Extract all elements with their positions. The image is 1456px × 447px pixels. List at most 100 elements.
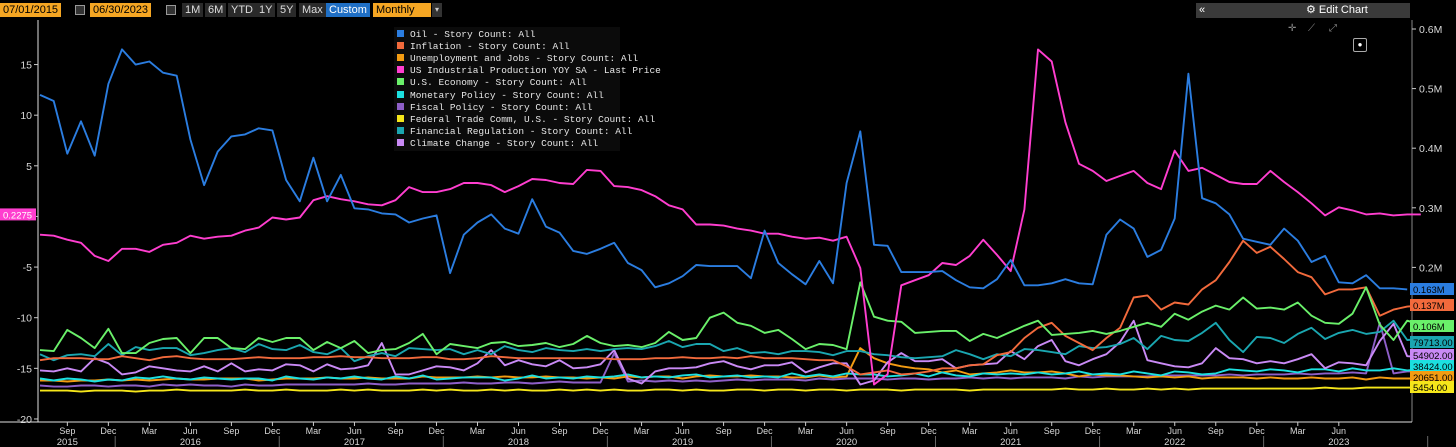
expand-icon[interactable]: ⤢ [1329, 23, 1337, 34]
month-tick-label: Dec [428, 426, 445, 436]
crosshair-icon[interactable]: ✛ [1288, 23, 1297, 34]
series-line-fiscal [39, 321, 1421, 388]
legend-item[interactable]: US Industrial Production YOY SA - Last P… [397, 65, 661, 77]
month-tick-label: Jun [1332, 426, 1347, 436]
left-tick-label: 15 [20, 60, 32, 72]
legend-label: Fiscal Policy - Story Count: All [410, 101, 593, 113]
legend-label: U.S. Economy - Story Count: All [410, 77, 587, 89]
chart-toolbar: 07/01/2015 06/30/2023 1M 6M YTD 1Y 5Y Ma… [0, 0, 1456, 19]
right-value-label: 79713.00 [1413, 338, 1453, 349]
series-line-inflation [39, 239, 1421, 376]
series-line-ip [39, 48, 1421, 386]
legend-label: Inflation - Story Count: All [410, 41, 570, 53]
chart-legend: Oil - Story Count: All Inflation - Story … [394, 27, 661, 151]
right-value-label: 0.137M [1413, 301, 1445, 312]
right-tick-label: 0.6M [1419, 24, 1442, 36]
legend-item[interactable]: Financial Regulation - Story Count: All [397, 126, 632, 138]
left-tick-label: -5 [23, 262, 32, 274]
right-value-label-bg [1410, 320, 1454, 332]
month-tick-label: Jun [1167, 426, 1182, 436]
month-tick-label: Dec [1085, 426, 1102, 436]
range-ytd-button[interactable]: YTD [228, 3, 256, 17]
edit-chart-label: Edit Chart [1318, 4, 1368, 16]
right-value-label: 0.106M [1413, 322, 1445, 333]
legend-swatch [397, 66, 404, 74]
legend-label: Unemployment and Jobs - Story Count: All [410, 53, 639, 65]
range-6m-button[interactable]: 6M [205, 3, 227, 17]
edit-chart-button[interactable]: ⚙ Edit Chart [1306, 4, 1368, 16]
series-line-climate [39, 319, 1421, 386]
series-line-finreg [39, 319, 1421, 363]
right-value-label: 38424.00 [1413, 362, 1453, 373]
right-value-label-bg [1410, 360, 1454, 372]
left-tick-label: 10 [20, 110, 32, 122]
end-date-field[interactable]: 06/30/2023 [90, 3, 152, 17]
month-tick-label: Jun [675, 426, 690, 436]
series-line-monetary [39, 367, 1421, 383]
month-tick-label: Mar [142, 426, 158, 436]
range-custom-button[interactable]: Custom [326, 3, 370, 17]
legend-label: Climate Change - Story Count: All [410, 137, 599, 149]
left-tick-label: -20 [17, 414, 32, 426]
legend-item[interactable]: U.S. Economy - Story Count: All [397, 77, 587, 89]
year-tick-label: 2021 [1000, 437, 1021, 447]
year-tick-label: 2023 [1328, 437, 1349, 447]
calendar-icon[interactable] [166, 5, 176, 15]
year-tick-label: 2018 [508, 437, 529, 447]
right-tick-label: 0.5M [1419, 84, 1442, 96]
range-1y-button[interactable]: 1Y [256, 3, 276, 17]
legend-item[interactable]: Climate Change - Story Count: All [397, 138, 598, 150]
month-tick-label: Jun [183, 426, 198, 436]
legend-item[interactable]: Federal Trade Comm, U.S. - Story Count: … [397, 114, 655, 126]
month-tick-label: Dec [1249, 426, 1266, 436]
right-tick-label: 0.3M [1419, 203, 1442, 215]
legend-label: Oil - Story Count: All [410, 29, 536, 40]
right-value-label-bg [1410, 381, 1454, 393]
legend-label: Monetary Policy - Story Count: All [410, 89, 604, 101]
series-line-economy [39, 281, 1422, 356]
legend-swatch [397, 138, 404, 146]
right-tick-label: 0.4M [1419, 143, 1442, 155]
month-tick-label: Sep [1044, 426, 1060, 436]
calendar-icon[interactable] [75, 5, 85, 15]
range-5y-button[interactable]: 5Y [277, 3, 297, 17]
month-tick-label: Sep [880, 426, 896, 436]
right-value-label-bg [1410, 299, 1454, 311]
legend-item[interactable]: Inflation - Story Count: All [397, 41, 570, 53]
year-tick-label: 2020 [836, 437, 857, 447]
legend-item[interactable]: Unemployment and Jobs - Story Count: All [397, 53, 638, 65]
month-tick-label: Sep [1208, 426, 1224, 436]
month-tick-label: Mar [634, 426, 650, 436]
series-line-oil [39, 48, 1408, 291]
year-tick-label: 2022 [1164, 437, 1185, 447]
month-tick-label: Sep [387, 426, 403, 436]
month-tick-label: Mar [1290, 426, 1306, 436]
month-tick-label: Dec [264, 426, 281, 436]
month-tick-label: Sep [552, 426, 568, 436]
left-tick-label: -15 [17, 363, 32, 375]
right-value-label: 5454.00 [1413, 383, 1447, 394]
right-value-label-bg [1410, 371, 1454, 383]
chevron-down-icon[interactable]: ▾ [432, 3, 442, 17]
month-tick-label: Sep [59, 426, 75, 436]
legend-label: Federal Trade Comm, U.S. - Story Count: … [410, 113, 656, 125]
range-1m-button[interactable]: 1M [182, 3, 204, 17]
month-tick-label: Mar [470, 426, 486, 436]
double-chevron-left-icon[interactable]: « [1199, 4, 1206, 16]
month-tick-label: Mar [306, 426, 322, 436]
legend-label: Financial Regulation - Story Count: All [410, 125, 633, 137]
month-tick-label: Mar [1126, 426, 1142, 436]
right-value-label: 0.163M [1413, 285, 1445, 296]
frequency-select[interactable]: Monthly [373, 3, 431, 17]
right-value-label: 54902.00 [1413, 351, 1453, 362]
legend-item[interactable]: Fiscal Policy - Story Count: All [397, 102, 592, 114]
pencil-icon[interactable]: ⟋ [1308, 23, 1315, 34]
legend-item[interactable]: Oil - Story Count: All [397, 29, 535, 41]
range-max-button[interactable]: Max [299, 3, 326, 17]
dot-icon[interactable]: ● [1353, 38, 1367, 52]
right-value-label-bg [1410, 349, 1454, 361]
legend-item[interactable]: Monetary Policy - Story Count: All [397, 90, 604, 102]
start-date-field[interactable]: 07/01/2015 [0, 3, 62, 17]
left-value-label-bg [0, 208, 36, 221]
